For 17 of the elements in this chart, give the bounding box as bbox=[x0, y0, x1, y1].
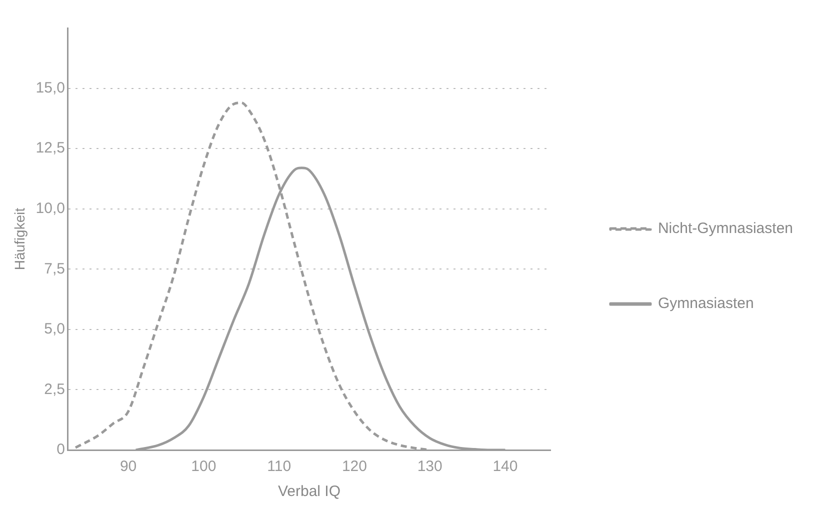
y-tick-label: 2,5 bbox=[44, 380, 65, 398]
x-tick-label: 130 bbox=[417, 458, 442, 476]
x-tick-label: 110 bbox=[267, 458, 292, 476]
y-tick-label: 5,0 bbox=[44, 320, 65, 338]
y-tick-label: 7,5 bbox=[44, 260, 65, 278]
x-tick-label: 120 bbox=[342, 458, 367, 476]
y-tick-label: 0 bbox=[56, 441, 65, 458]
y-axis-title: Häufigkeit bbox=[11, 208, 28, 270]
x-tick-label: 90 bbox=[120, 458, 137, 476]
y-tick-label: 10,0 bbox=[36, 200, 65, 217]
legend-label: Gymnasiasten bbox=[658, 295, 754, 312]
x-axis-title: Verbal IQ bbox=[278, 483, 340, 500]
x-tick-label: 100 bbox=[191, 458, 216, 476]
x-tick-label: 140 bbox=[492, 458, 518, 476]
legend-label: Nicht-Gymnasiasten bbox=[658, 220, 794, 238]
y-tick-label: 15,0 bbox=[36, 79, 65, 96]
y-tick-label: 12,5 bbox=[36, 140, 65, 157]
